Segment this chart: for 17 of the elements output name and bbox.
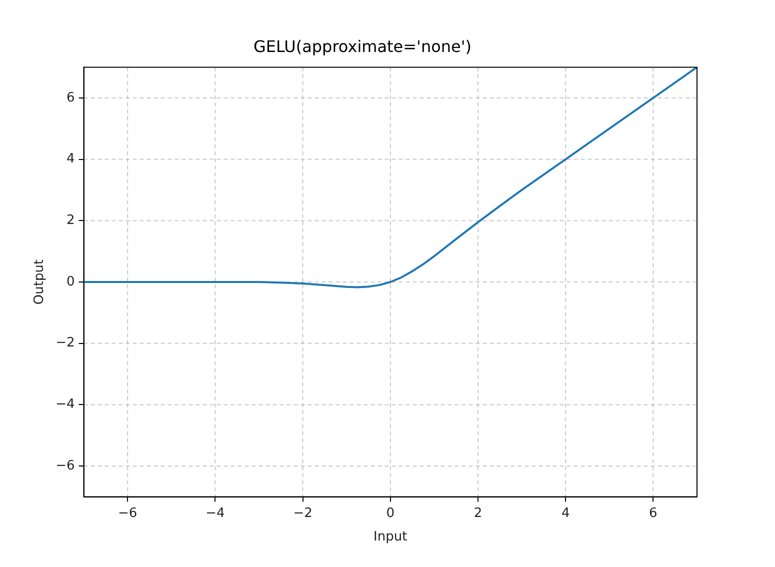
- x-tick-label: −4: [206, 506, 225, 521]
- x-axis-title: Input: [374, 530, 408, 545]
- y-tick-label: −2: [56, 336, 75, 351]
- x-tick-label: 2: [474, 506, 482, 521]
- x-tick-label: 0: [386, 506, 395, 521]
- x-tick-label: 6: [649, 506, 658, 521]
- chart-title: GELU(approximate='none'): [254, 36, 472, 56]
- y-tick-label: −6: [56, 458, 75, 474]
- x-tick-label: −6: [118, 506, 138, 521]
- y-tick-label: 2: [66, 213, 75, 228]
- y-axis-title: Output: [32, 259, 48, 305]
- y-tick-label: 4: [66, 152, 75, 167]
- x-tick-label: −2: [293, 506, 312, 521]
- x-tick-label: 4: [561, 506, 570, 521]
- y-tick-label: −4: [56, 397, 75, 412]
- y-tick-label: 6: [66, 90, 75, 106]
- y-tick-label: 0: [66, 274, 75, 290]
